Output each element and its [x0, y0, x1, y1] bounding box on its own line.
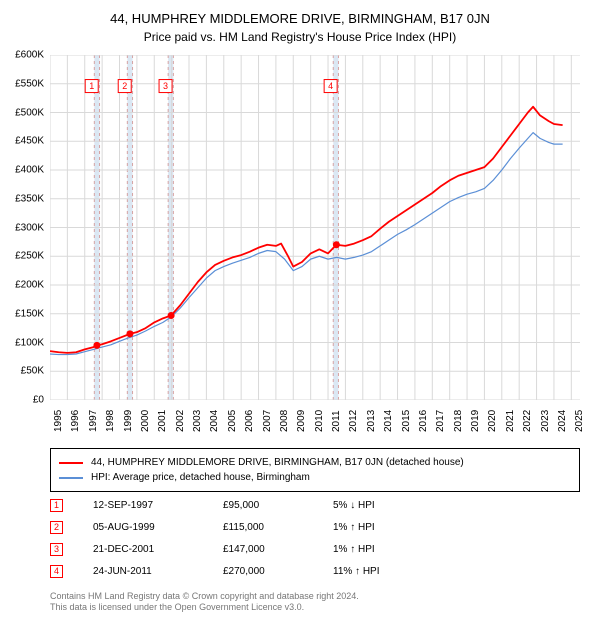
x-tick-label: 2008: [279, 410, 290, 432]
x-tick-label: 2001: [157, 410, 168, 432]
event-price: £147,000: [223, 544, 333, 555]
page-container: 44, HUMPHREY MIDDLEMORE DRIVE, BIRMINGHA…: [0, 0, 600, 620]
event-delta: 1% ↑ HPI: [333, 544, 453, 555]
x-tick-label: 2014: [383, 410, 394, 432]
event-date: 24-JUN-2011: [93, 566, 223, 577]
event-date: 05-AUG-1999: [93, 522, 223, 533]
event-marker: 4: [50, 565, 63, 578]
y-tick-label: £50K: [21, 366, 44, 377]
y-tick-label: £550K: [15, 78, 44, 89]
x-tick-label: 2019: [470, 410, 481, 432]
event-price: £115,000: [223, 522, 333, 533]
x-tick-label: 2025: [574, 410, 585, 432]
x-tick-label: 1999: [123, 410, 134, 432]
legend-label: 44, HUMPHREY MIDDLEMORE DRIVE, BIRMINGHA…: [91, 455, 464, 470]
x-tick-label: 2022: [522, 410, 533, 432]
x-tick-label: 2000: [140, 410, 151, 432]
legend-label: HPI: Average price, detached house, Birm…: [91, 470, 310, 485]
svg-text:1: 1: [89, 81, 94, 91]
event-date: 21-DEC-2001: [93, 544, 223, 555]
x-tick-label: 2016: [418, 410, 429, 432]
y-tick-label: £450K: [15, 136, 44, 147]
legend-box: 44, HUMPHREY MIDDLEMORE DRIVE, BIRMINGHA…: [50, 448, 580, 492]
x-tick-label: 1996: [70, 410, 81, 432]
x-tick-label: 2003: [192, 410, 203, 432]
event-row: 2 05-AUG-1999£115,0001% ↑ HPI: [50, 516, 580, 538]
svg-text:3: 3: [163, 81, 168, 91]
chart-svg: 1 2 3 4: [50, 55, 580, 400]
y-axis-ticks: £0£50K£100K£150K£200K£250K£300K£350K£400…: [0, 55, 48, 400]
page-title: 44, HUMPHREY MIDDLEMORE DRIVE, BIRMINGHA…: [0, 0, 600, 28]
event-marker: 2: [50, 521, 63, 534]
x-tick-label: 1998: [105, 410, 116, 432]
footer-line2: This data is licensed under the Open Gov…: [50, 602, 580, 614]
event-marker: 3: [50, 543, 63, 556]
legend-swatch: [59, 477, 83, 479]
event-marker: 1: [50, 499, 63, 512]
y-tick-label: £500K: [15, 107, 44, 118]
y-tick-label: £350K: [15, 193, 44, 204]
y-tick-label: £150K: [15, 308, 44, 319]
x-tick-label: 1995: [53, 410, 64, 432]
x-tick-label: 2007: [262, 410, 273, 432]
x-tick-label: 2020: [487, 410, 498, 432]
chart-area: 1 2 3 4: [50, 55, 580, 400]
legend-swatch: [59, 462, 83, 464]
y-tick-label: £600K: [15, 50, 44, 61]
x-tick-label: 2009: [296, 410, 307, 432]
x-tick-label: 2013: [366, 410, 377, 432]
y-tick-label: £200K: [15, 280, 44, 291]
event-row: 4 24-JUN-2011£270,00011% ↑ HPI: [50, 560, 580, 582]
y-tick-label: £400K: [15, 165, 44, 176]
x-tick-label: 2012: [348, 410, 359, 432]
y-tick-label: £300K: [15, 222, 44, 233]
x-tick-label: 1997: [88, 410, 99, 432]
page-subtitle: Price paid vs. HM Land Registry's House …: [0, 28, 600, 44]
event-row: 1 12-SEP-1997£95,0005% ↓ HPI: [50, 494, 580, 516]
x-tick-label: 2024: [557, 410, 568, 432]
event-date: 12-SEP-1997: [93, 500, 223, 511]
y-tick-label: £250K: [15, 251, 44, 262]
x-tick-label: 2011: [331, 410, 342, 432]
event-delta: 5% ↓ HPI: [333, 500, 453, 511]
event-price: £95,000: [223, 500, 333, 511]
x-tick-label: 2006: [244, 410, 255, 432]
legend-item: 44, HUMPHREY MIDDLEMORE DRIVE, BIRMINGHA…: [59, 455, 571, 470]
x-tick-label: 2018: [453, 410, 464, 432]
x-tick-label: 2015: [401, 410, 412, 432]
y-tick-label: £0: [33, 395, 44, 406]
legend-item: HPI: Average price, detached house, Birm…: [59, 470, 571, 485]
event-delta: 11% ↑ HPI: [333, 566, 453, 577]
x-tick-label: 2004: [209, 410, 220, 432]
x-tick-label: 2021: [505, 410, 516, 432]
event-price: £270,000: [223, 566, 333, 577]
events-table: 112-SEP-1997£95,0005% ↓ HPI205-AUG-1999£…: [50, 494, 580, 582]
x-tick-label: 2017: [435, 410, 446, 432]
footer-attribution: Contains HM Land Registry data © Crown c…: [50, 591, 580, 614]
y-tick-label: £100K: [15, 337, 44, 348]
x-tick-label: 2005: [227, 410, 238, 432]
event-row: 3 21-DEC-2001£147,0001% ↑ HPI: [50, 538, 580, 560]
x-tick-label: 2002: [175, 410, 186, 432]
x-tick-label: 2010: [314, 410, 325, 432]
svg-text:4: 4: [328, 81, 333, 91]
event-delta: 1% ↑ HPI: [333, 522, 453, 533]
x-tick-label: 2023: [540, 410, 551, 432]
footer-line1: Contains HM Land Registry data © Crown c…: [50, 591, 580, 603]
x-axis-ticks: 1995 1996 1997 1998 1999 2000 2001 2002 2003 2004…: [50, 402, 580, 442]
svg-text:2: 2: [122, 81, 127, 91]
